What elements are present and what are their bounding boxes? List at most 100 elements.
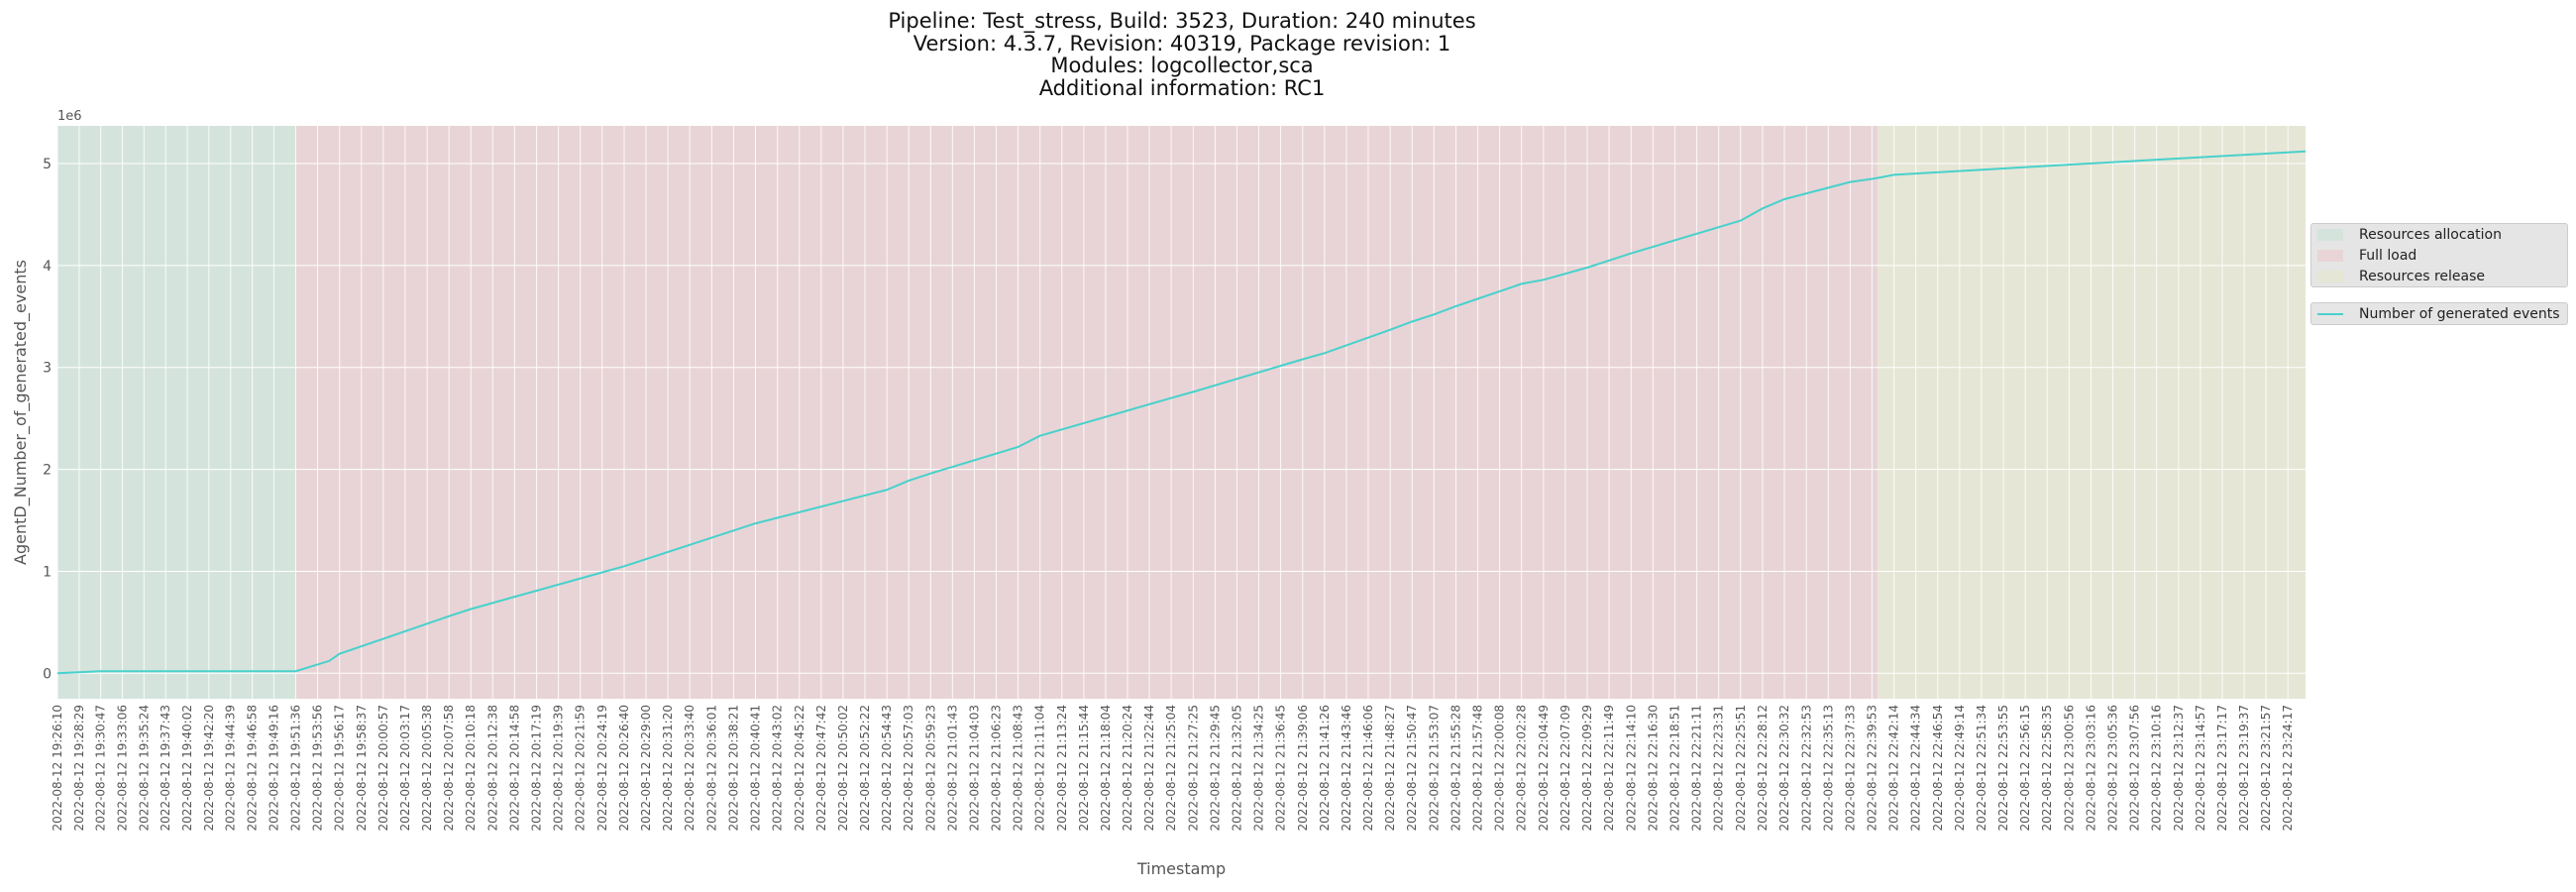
x-tick-label: 2022-08-12 21:15:44 [1077,705,1091,831]
x-tick-label: 2022-08-12 22:46:54 [1931,705,1945,831]
x-tick-label: 2022-08-12 22:42:14 [1887,705,1901,831]
x-tick-label: 2022-08-12 22:28:12 [1756,705,1770,831]
x-tick-label: 2022-08-12 22:44:34 [1909,705,1923,831]
x-tick-label: 2022-08-12 20:05:38 [420,705,434,831]
x-tick-label: 2022-08-12 20:33:40 [683,705,697,831]
x-tick-label: 2022-08-12 21:08:43 [1012,705,1025,831]
legend-item-resources-release: Resources release [2311,266,2567,286]
x-tick-label: 2022-08-12 23:14:57 [2194,705,2207,831]
legend-label-full-load: Full load [2359,247,2417,264]
x-tick-label: 2022-08-12 20:40:41 [748,705,762,831]
phase-legend: Resources allocation Full load Resources… [2310,223,2568,287]
x-tick-label: 2022-08-12 21:22:44 [1142,705,1156,831]
legend-label-allocation: Resources allocation [2359,226,2502,243]
x-tick-label: 2022-08-12 20:38:21 [726,705,740,831]
x-tick-label: 2022-08-12 20:50:02 [836,705,850,831]
legend-label-series: Number of generated events [2359,305,2560,322]
legend-line-swatch [2317,312,2343,315]
x-tick-label: 2022-08-12 20:14:58 [507,705,521,831]
phase-band-1 [57,126,296,699]
legend-label-release: Resources release [2359,268,2485,284]
x-tick-label: 2022-08-12 21:57:48 [1471,705,1485,831]
x-tick-label: 2022-08-12 20:47:42 [814,705,828,831]
x-tick-label: 2022-08-12 20:54:43 [880,705,894,831]
x-tick-label: 2022-08-12 21:48:27 [1383,705,1397,831]
x-tick-label: 2022-08-12 21:27:25 [1186,705,1200,831]
x-tick-label: 2022-08-12 19:26:10 [51,705,64,831]
title-line-3: Modules: logcollector,sca [1050,54,1314,77]
x-tick-label: 2022-08-12 22:51:34 [1975,705,1988,831]
x-tick-label: 2022-08-12 21:11:04 [1033,705,1047,831]
y-tick-label: 5 [43,157,52,172]
x-tick-label: 2022-08-12 21:46:06 [1361,705,1375,831]
x-tick-label: 2022-08-12 22:04:49 [1537,705,1551,831]
x-tick-label: 2022-08-12 23:00:56 [2062,705,2076,831]
y-tick-label: 1 [43,564,52,580]
y-axis-label: AgentD_Number_of_generated_events [11,260,31,565]
x-tick-label: 2022-08-12 22:56:15 [2018,705,2032,831]
x-tick-label: 2022-08-12 19:42:20 [202,705,216,831]
x-tick-label: 2022-08-12 19:56:17 [333,705,347,831]
x-tick-label: 2022-08-12 20:59:23 [923,705,937,831]
x-tick-label: 2022-08-12 23:03:16 [2084,705,2097,831]
y-tick-label: 0 [43,666,52,682]
x-tick-label: 2022-08-12 23:17:17 [2215,705,2229,831]
legend-item-series: Number of generated events [2311,303,2567,324]
x-tick-label: 2022-08-12 19:30:47 [94,705,108,831]
x-tick-label: 2022-08-12 21:18:04 [1099,705,1113,831]
y-tick-label: 3 [43,361,52,377]
x-tick-label: 2022-08-12 21:53:07 [1427,705,1441,831]
x-tick-label: 2022-08-12 21:32:05 [1230,705,1243,831]
x-tick-label: 2022-08-12 19:53:56 [311,705,325,831]
title-line-2: Version: 4.3.7, Revision: 40319, Package… [912,31,1451,56]
x-tick-label: 2022-08-12 23:21:57 [2259,705,2273,831]
x-tick-label: 2022-08-12 23:05:36 [2106,705,2120,831]
legend-item-resources-allocation: Resources allocation [2311,224,2567,245]
legend-swatch-release [2317,270,2343,282]
x-tick-label: 2022-08-12 21:43:46 [1340,705,1353,831]
legend-swatch-full-load [2317,249,2343,262]
y-tick-label: 4 [43,259,52,275]
x-tick-label: 2022-08-12 23:19:37 [2237,705,2251,831]
x-tick-label: 2022-08-12 22:00:08 [1493,705,1507,831]
series-legend: Number of generated events [2310,302,2568,325]
x-tick-label: 2022-08-12 19:44:39 [224,705,238,831]
x-tick-label: 2022-08-12 22:39:53 [1865,705,1878,831]
x-tick-label: 2022-08-12 20:21:59 [574,705,588,831]
x-tick-label: 2022-08-12 21:06:23 [989,705,1003,831]
x-tick-label: 2022-08-12 22:21:11 [1690,705,1704,831]
x-tick-label: 2022-08-12 23:10:16 [2150,705,2164,831]
x-tick-label: 2022-08-12 20:31:20 [661,705,675,831]
x-tick-label: 2022-08-12 19:35:24 [137,705,151,831]
x-tick-label: 2022-08-12 20:17:19 [530,705,544,831]
x-tick-label: 2022-08-12 22:49:14 [1953,705,1967,831]
x-tick-label: 2022-08-12 20:52:22 [858,705,872,831]
x-tick-label: 2022-08-12 21:39:06 [1296,705,1310,831]
x-tick-label: 2022-08-12 22:14:10 [1624,705,1638,831]
x-tick-label: 2022-08-12 19:37:43 [159,705,172,831]
x-tick-label: 2022-08-12 21:29:45 [1208,705,1222,831]
x-tick-label: 2022-08-12 21:50:47 [1405,705,1419,831]
x-tick-label: 2022-08-12 20:57:03 [902,705,915,831]
x-tick-label: 2022-08-12 22:07:09 [1558,705,1572,831]
x-tick-label: 2022-08-12 22:25:51 [1734,705,1748,831]
x-tick-label: 2022-08-12 21:01:43 [945,705,959,831]
x-tick-label: 2022-08-12 20:12:38 [485,705,499,831]
x-tick-label: 2022-08-12 22:35:13 [1821,705,1835,831]
x-tick-label: 2022-08-12 20:26:40 [617,705,631,831]
x-tick-label: 2022-08-12 20:43:02 [771,705,785,831]
x-tick-label: 2022-08-12 21:25:04 [1164,705,1178,831]
x-tick-label: 2022-08-12 22:18:51 [1668,705,1682,831]
x-tick-label: 2022-08-12 21:36:45 [1274,705,1288,831]
x-tick-label: 2022-08-12 20:00:57 [376,705,390,831]
x-tick-label: 2022-08-12 20:03:17 [398,705,412,831]
x-tick-label: 2022-08-12 22:02:28 [1515,705,1529,831]
x-tick-label: 2022-08-12 21:55:28 [1449,705,1463,831]
x-tick-label: 2022-08-12 19:58:37 [355,705,369,831]
legend-item-full-load: Full load [2311,245,2567,266]
x-tick-label: 2022-08-12 22:53:55 [1996,705,2010,831]
x-tick-label: 2022-08-12 20:24:19 [595,705,609,831]
x-tick-label: 2022-08-12 23:24:17 [2281,705,2295,831]
x-tick-label: 2022-08-12 20:07:58 [442,705,456,831]
